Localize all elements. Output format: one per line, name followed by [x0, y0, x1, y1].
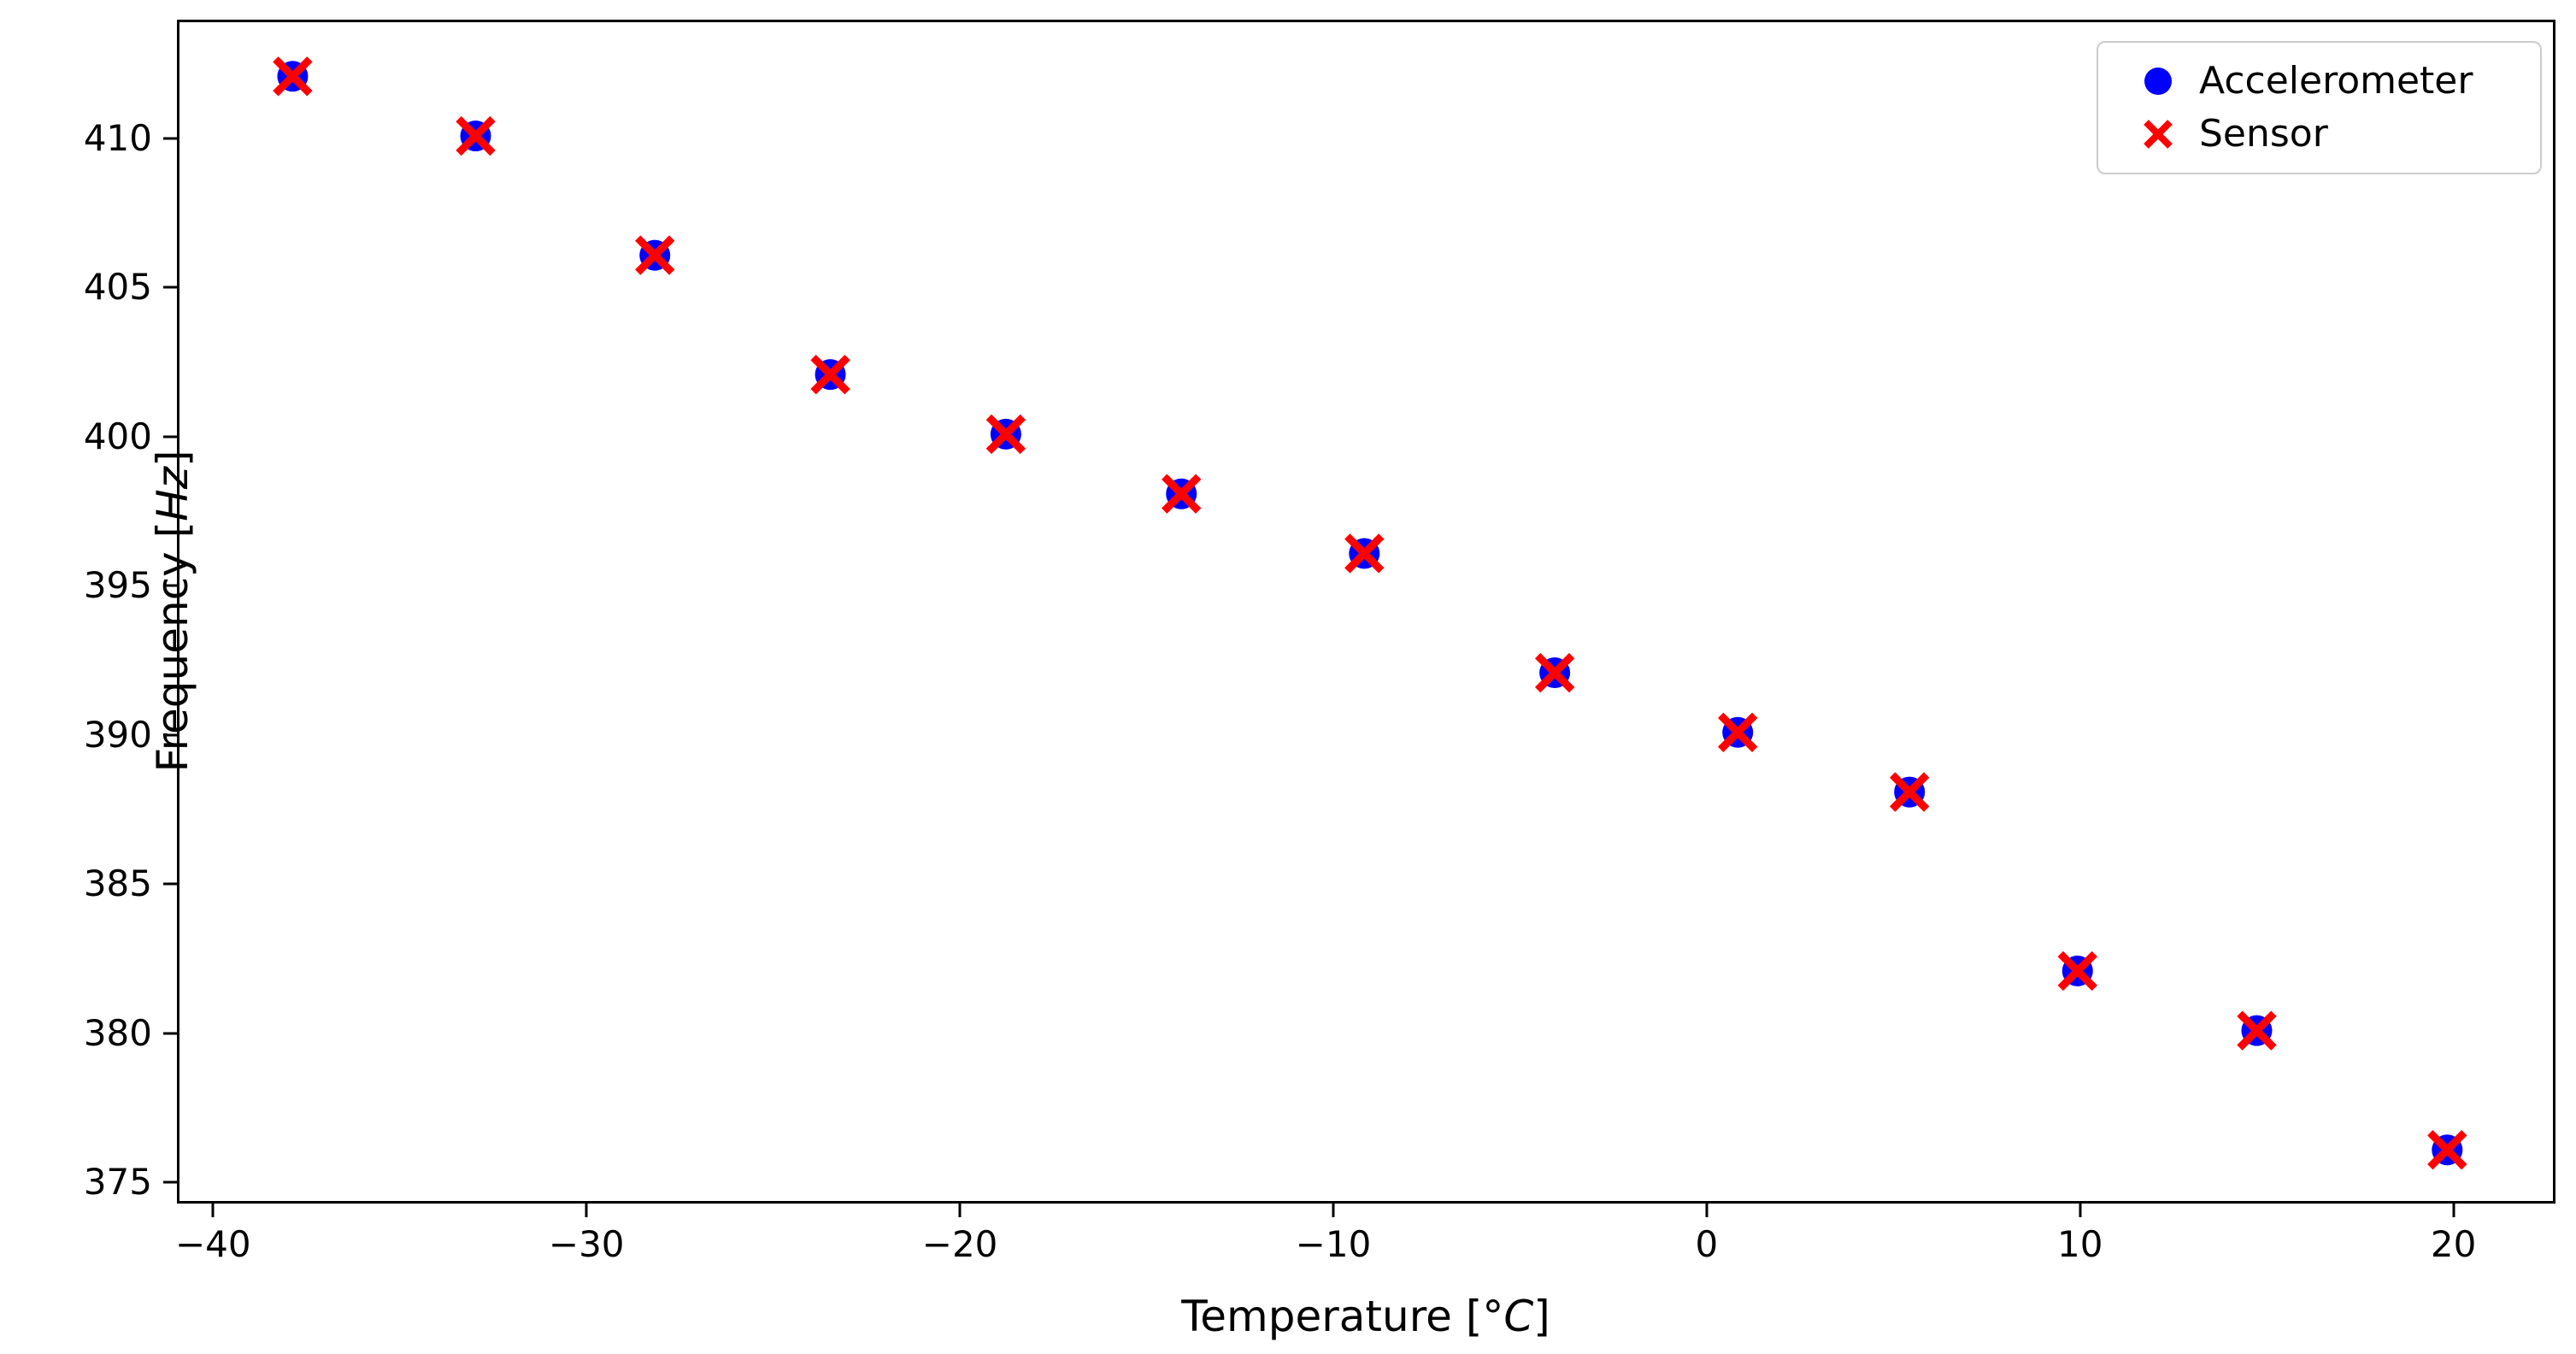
x-tick [2079, 1204, 2082, 1217]
x-tick-label: 0 [1695, 1223, 1719, 1265]
y-tick-label: 410 [83, 117, 152, 160]
y-tick-label: 375 [83, 1161, 152, 1204]
y-axis-label: Frequency [Hz] [147, 450, 198, 773]
y-tick [163, 1180, 177, 1184]
sensor-point [273, 56, 313, 97]
y-tick [163, 584, 177, 587]
legend-item-sensor: Sensor [2117, 115, 2532, 153]
sensor-point [1534, 652, 1575, 693]
accelerometer-dot-icon [2117, 67, 2199, 95]
x-tick-label: −10 [1295, 1223, 1372, 1265]
y-tick-label: 385 [83, 862, 152, 905]
y-tick [163, 286, 177, 289]
sensor-point [1718, 712, 1758, 752]
y-tick [163, 882, 177, 886]
sensor-x-icon [2117, 118, 2199, 150]
y-tick [163, 733, 177, 737]
x-axis-label-text: Temperature [ [1181, 1292, 1483, 1341]
legend: Accelerometer Sensor [2097, 41, 2542, 174]
sensor-point [1344, 533, 1385, 574]
x-tick [1705, 1204, 1709, 1217]
x-tick [958, 1204, 962, 1217]
legend-label-sensor: Sensor [2199, 112, 2328, 156]
y-tick [163, 1032, 177, 1035]
y-tick-label: 400 [83, 415, 152, 457]
sensor-point [2237, 1010, 2277, 1051]
x-tick [585, 1204, 588, 1217]
sensor-point [985, 414, 1026, 455]
y-tick-label: 395 [83, 564, 152, 607]
y-axis-label-close: ] [147, 450, 197, 467]
sensor-point [456, 115, 496, 156]
legend-item-accelerometer: Accelerometer [2117, 62, 2532, 100]
x-tick [211, 1204, 215, 1217]
y-tick-label: 380 [83, 1011, 152, 1054]
x-tick-label: 20 [2430, 1223, 2477, 1265]
data-points-layer [273, 56, 2467, 1170]
sensor-point [1889, 772, 1930, 812]
legend-label-accelerometer: Accelerometer [2199, 58, 2473, 103]
y-axis-label-unit: Hz [147, 466, 197, 521]
x-tick-label: 10 [2057, 1223, 2103, 1265]
sensor-point [810, 354, 850, 395]
sensor-point [1162, 474, 1202, 514]
x-tick-label: −30 [548, 1223, 625, 1265]
plot-area: −40 −30 −20 −10 0 10 20 375 380 385 390 395 400 405 41… [84, 20, 2555, 1263]
x-tick-label: −20 [921, 1223, 998, 1265]
x-tick [1332, 1204, 1335, 1217]
sensor-point [635, 235, 675, 275]
x-axis-label: Temperature [°C] [1181, 1292, 1550, 1342]
y-tick-label: 390 [83, 713, 152, 756]
sensor-point [2057, 951, 2097, 992]
x-axis-label-close: ] [1533, 1292, 1550, 1341]
y-axis-label-text: Frequency [ [147, 521, 197, 773]
sensor-point [2427, 1130, 2467, 1170]
y-tick [163, 435, 177, 439]
x-axis-label-unit: °C [1482, 1292, 1534, 1341]
x-tick [2452, 1204, 2455, 1217]
y-tick [163, 137, 177, 140]
x-tick-label: −40 [174, 1223, 251, 1265]
y-tick-label: 405 [83, 266, 152, 309]
